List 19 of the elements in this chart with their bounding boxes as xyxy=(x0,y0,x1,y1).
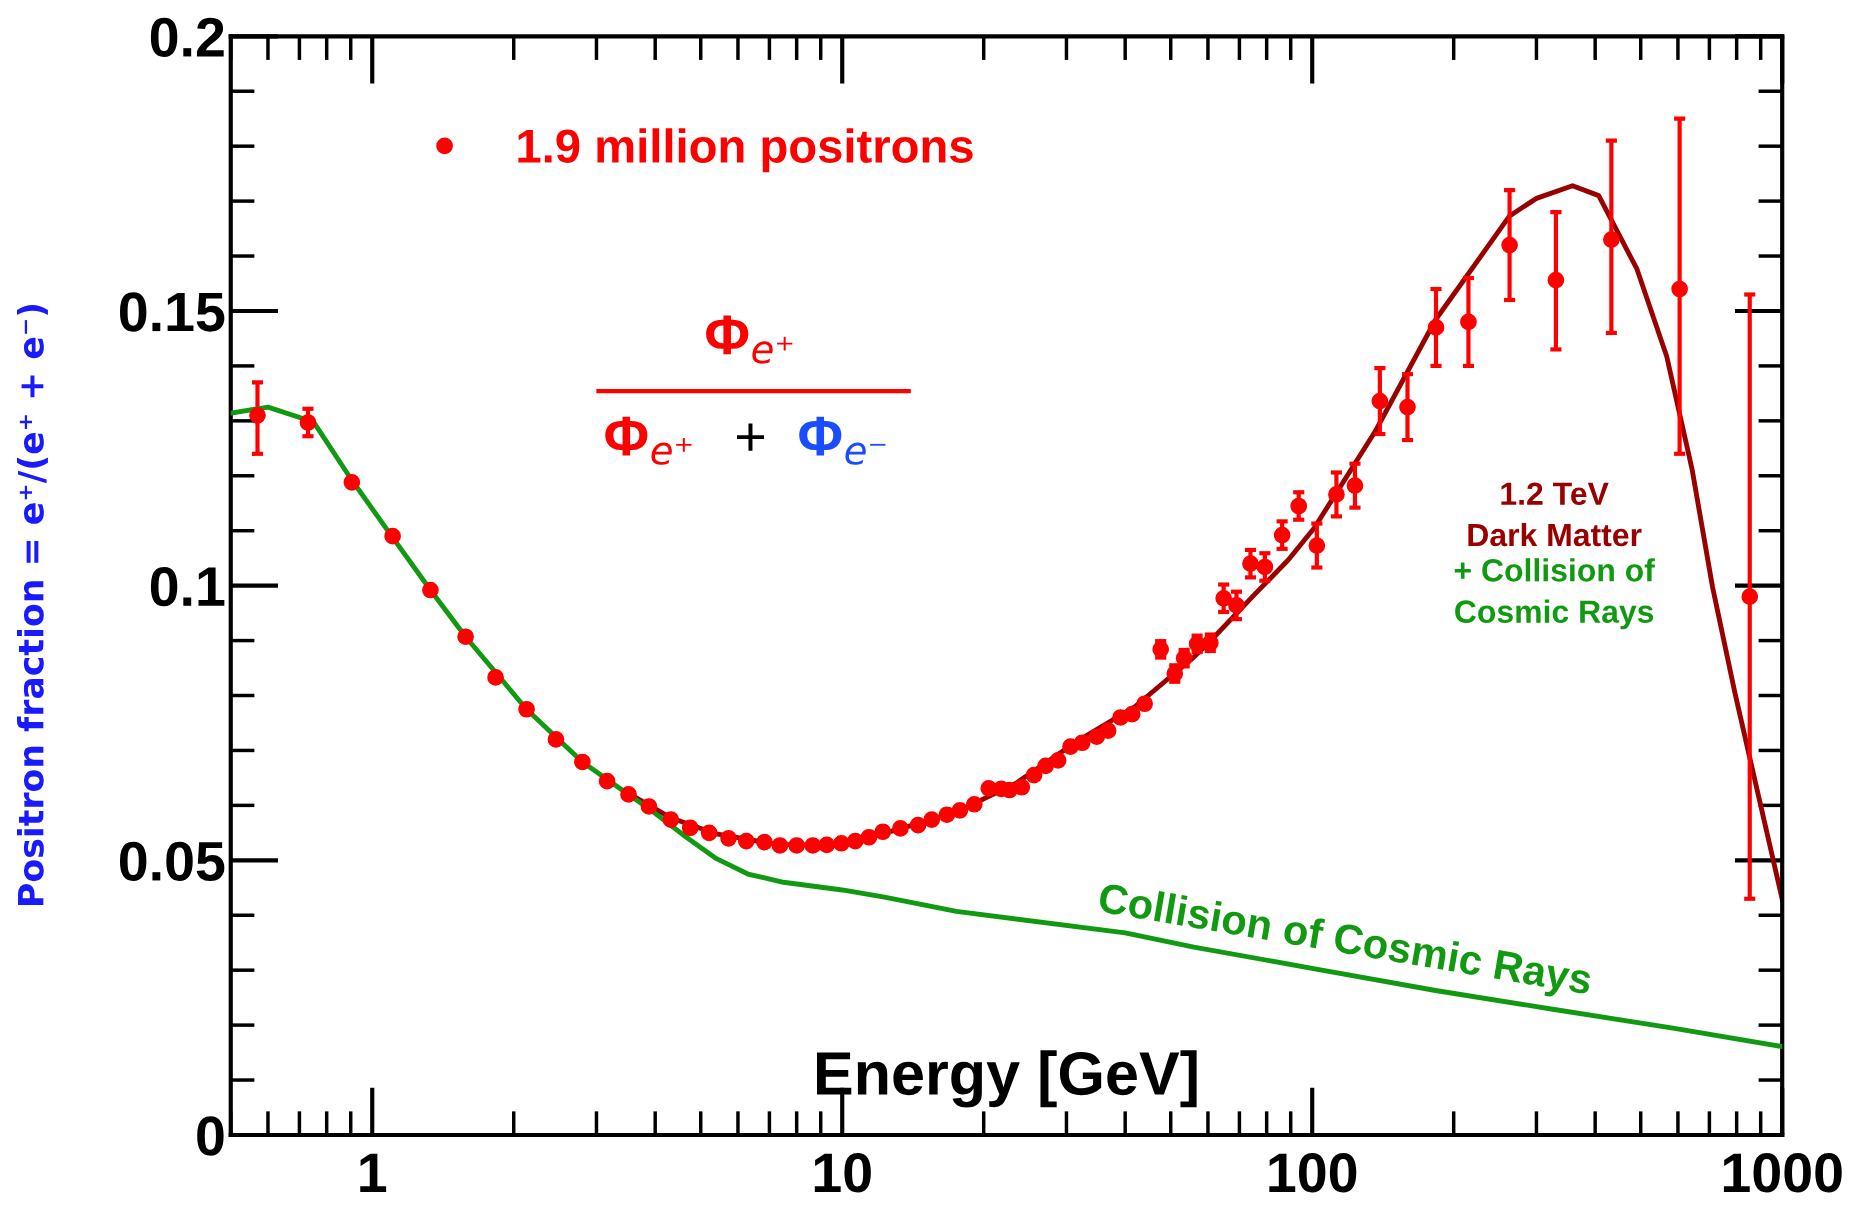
x-tick-label: 1 xyxy=(360,1153,387,1192)
y-tick-label: 0.1 xyxy=(150,566,225,607)
x-axis-title: Energy [GeV] xyxy=(817,1050,1197,1108)
x-tick-label: 100 xyxy=(1269,1153,1357,1193)
annotation: + xyxy=(736,423,764,451)
annotation: Φ$_{e⁺}$ xyxy=(706,315,793,364)
text: Collision of Cosmic Rays xyxy=(1096,881,1593,1003)
x-tick-label: 10 xyxy=(814,1153,871,1193)
y-tick-label: 0.05 xyxy=(119,841,225,881)
annotation: + Collision of Cosmic Rays xyxy=(1454,558,1655,630)
series-label: 1.2 TeV Dark Matter xyxy=(1468,482,1642,547)
y-tick-label: 0.2 xyxy=(150,17,224,57)
annotation: Φ$_{e⁻}$ xyxy=(799,416,886,465)
x-tick-label: 1000 xyxy=(1723,1153,1842,1193)
annotation: Φ$_{e⁺}$ xyxy=(605,416,692,465)
y-axis-title: Positron fraction = e⁺/(e⁺ + e⁻) xyxy=(16,304,48,905)
y-tick-label: 0 xyxy=(197,1116,224,1156)
y-tick-label: 0.15 xyxy=(119,292,225,332)
legend-label: 1.9 million positrons xyxy=(518,128,973,173)
